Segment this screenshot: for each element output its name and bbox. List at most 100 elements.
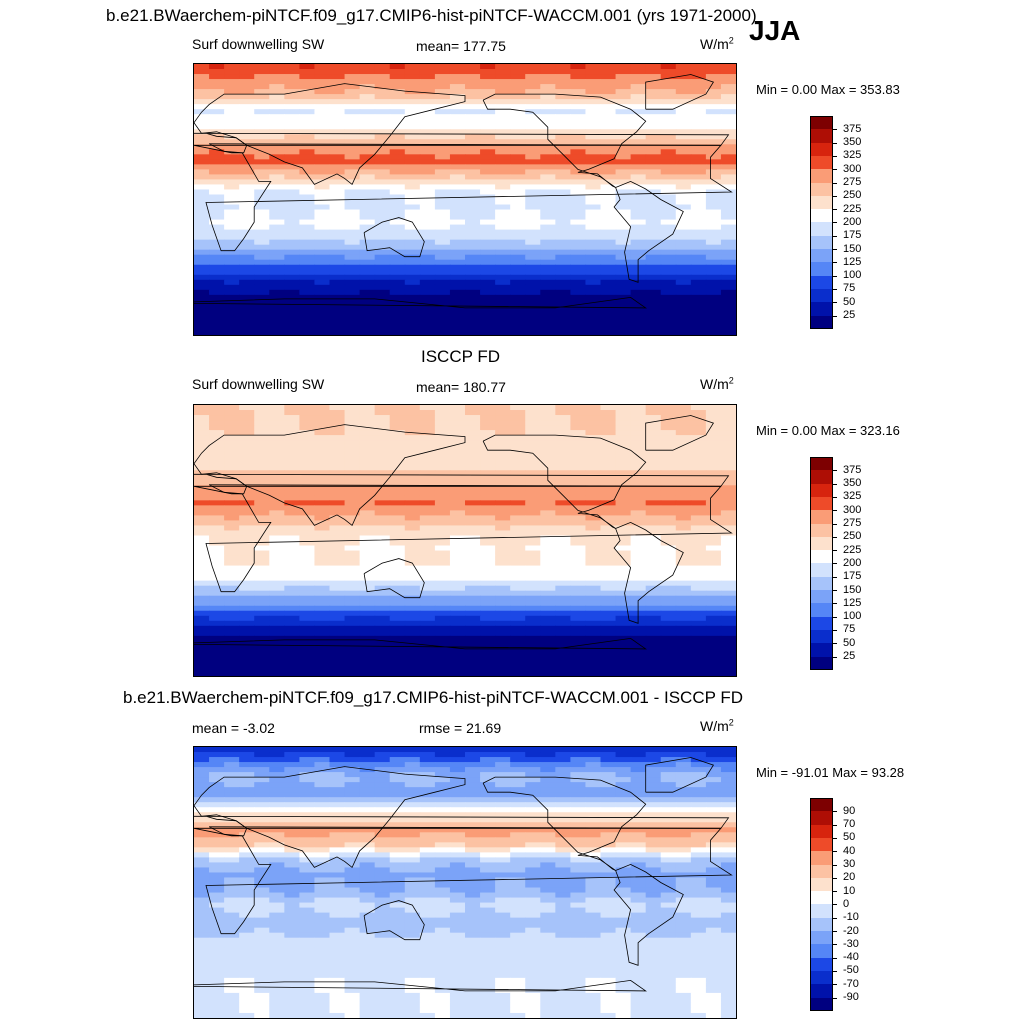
map-cell (434, 294, 451, 301)
map-cell (389, 209, 406, 216)
map-cell (209, 822, 225, 828)
map-cell (284, 104, 300, 110)
map-cell (660, 822, 677, 828)
map-cell (359, 550, 376, 557)
map-cell (570, 445, 587, 451)
map-cell (359, 470, 376, 476)
map-cell (675, 149, 692, 155)
map-cell (359, 269, 376, 276)
map-cell (449, 822, 466, 828)
map-cell (449, 410, 466, 416)
colorbar-tick (833, 603, 837, 605)
map-cell (675, 420, 692, 426)
map-cell (510, 752, 526, 758)
map-cell (194, 179, 210, 186)
map-cell (329, 767, 346, 773)
map-cell (299, 314, 316, 321)
map-cell (675, 455, 692, 461)
map-cell (495, 289, 511, 296)
map-cell (239, 520, 255, 527)
map-cell (269, 284, 285, 291)
map-cell (194, 605, 210, 612)
map-cell (660, 79, 677, 85)
map-cell (465, 565, 481, 572)
map-cell (540, 787, 556, 793)
map-cell (194, 329, 210, 335)
colorbar-swatch (810, 629, 833, 644)
map-cell (209, 515, 225, 522)
map-cell (224, 857, 240, 864)
map-cell (449, 857, 466, 864)
map-cell (269, 299, 285, 306)
map-cell (269, 555, 285, 562)
map-cell (299, 415, 316, 421)
map-cell (540, 89, 556, 95)
map-cell (239, 670, 255, 676)
map-cell (209, 104, 225, 110)
map-cell (284, 64, 300, 70)
map-cell (284, 837, 300, 843)
map-cell (359, 309, 376, 316)
map-cell (449, 752, 466, 758)
map-cell (525, 500, 541, 506)
map-cell (630, 114, 647, 120)
map-cell (480, 540, 496, 547)
map-cell (359, 817, 376, 823)
map-cell (675, 475, 692, 481)
map-cell (224, 837, 240, 843)
map-cell (239, 525, 255, 532)
map-cell (630, 194, 647, 201)
map-cell (660, 797, 677, 803)
map-cell (344, 309, 361, 316)
map-cell (239, 224, 255, 231)
map-cell (344, 410, 361, 416)
map-cell (359, 159, 376, 165)
coastline (205, 143, 733, 252)
map-cell (465, 540, 481, 547)
map-cell (329, 867, 346, 874)
map-cell (434, 822, 451, 828)
map-cell (615, 867, 632, 874)
map-cell (480, 309, 496, 316)
map-cell (660, 857, 677, 864)
map-cell (449, 465, 466, 471)
map-cell (540, 872, 556, 879)
map-cell (540, 144, 556, 150)
map-cell (314, 99, 331, 105)
map-cell (224, 274, 240, 281)
map-cell (600, 104, 617, 110)
map-cell (314, 420, 331, 426)
map-cell (254, 802, 270, 808)
map-cell (465, 169, 481, 176)
map-cell (570, 505, 587, 511)
map-cell (690, 249, 707, 256)
map-cell (224, 119, 240, 125)
map-cell (389, 782, 406, 788)
map-cell (239, 94, 255, 100)
map-cell (705, 410, 722, 416)
map-cell (465, 847, 481, 853)
map-cell (374, 139, 391, 145)
map-cell (419, 324, 436, 331)
map-cell (209, 802, 225, 808)
map-cell (404, 515, 421, 522)
map-cell (690, 460, 707, 466)
map-cell (570, 289, 587, 296)
map-cell (690, 807, 707, 813)
map-cell (480, 74, 496, 80)
map-cell (510, 204, 526, 211)
map-cell (404, 410, 421, 416)
map-cell (525, 877, 541, 884)
map-cell (434, 520, 451, 527)
map-cell (449, 189, 466, 196)
map-cell (314, 465, 331, 471)
map-cell (239, 415, 255, 421)
map-cell (720, 575, 736, 582)
map-cell (600, 460, 617, 466)
map-cell (284, 219, 300, 226)
map-cell (645, 490, 662, 496)
map-cell (600, 605, 617, 612)
map-cell (254, 440, 270, 446)
map-cell (299, 229, 316, 236)
colorbar-tick (833, 249, 837, 250)
